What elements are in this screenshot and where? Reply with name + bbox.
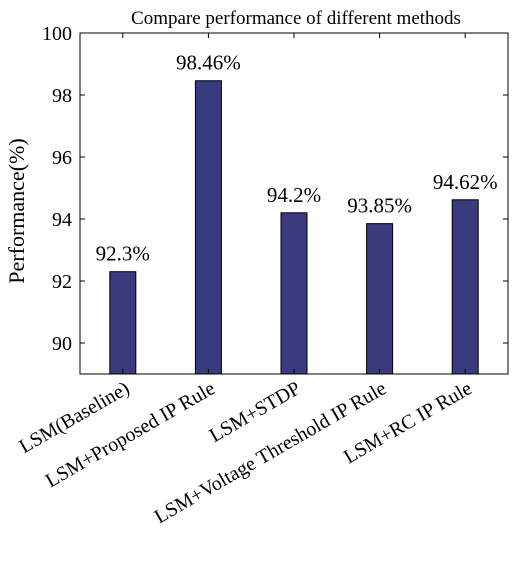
plot-area: 909294969810092.3%LSM(Baseline)98.46%LSM… xyxy=(16,23,509,528)
y-tick-label: 92 xyxy=(52,271,72,293)
data-label: 92.3% xyxy=(96,242,150,266)
bar xyxy=(109,271,137,375)
y-axis-label: Performance(%) xyxy=(4,138,29,283)
data-label: 93.85% xyxy=(347,194,412,218)
data-label: 94.2% xyxy=(267,183,321,207)
data-label: 98.46% xyxy=(176,51,241,75)
bar xyxy=(451,199,479,375)
chart-title: Compare performance of different methods xyxy=(131,8,461,29)
y-tick-label: 100 xyxy=(42,23,72,45)
bar xyxy=(366,223,394,375)
bar xyxy=(194,80,222,375)
y-tick-label: 98 xyxy=(52,85,72,107)
y-tick-label: 94 xyxy=(52,209,72,231)
y-tick-label: 90 xyxy=(52,333,72,355)
data-label: 94.62% xyxy=(433,170,498,194)
bar xyxy=(280,212,308,375)
y-tick-label: 96 xyxy=(52,147,72,169)
